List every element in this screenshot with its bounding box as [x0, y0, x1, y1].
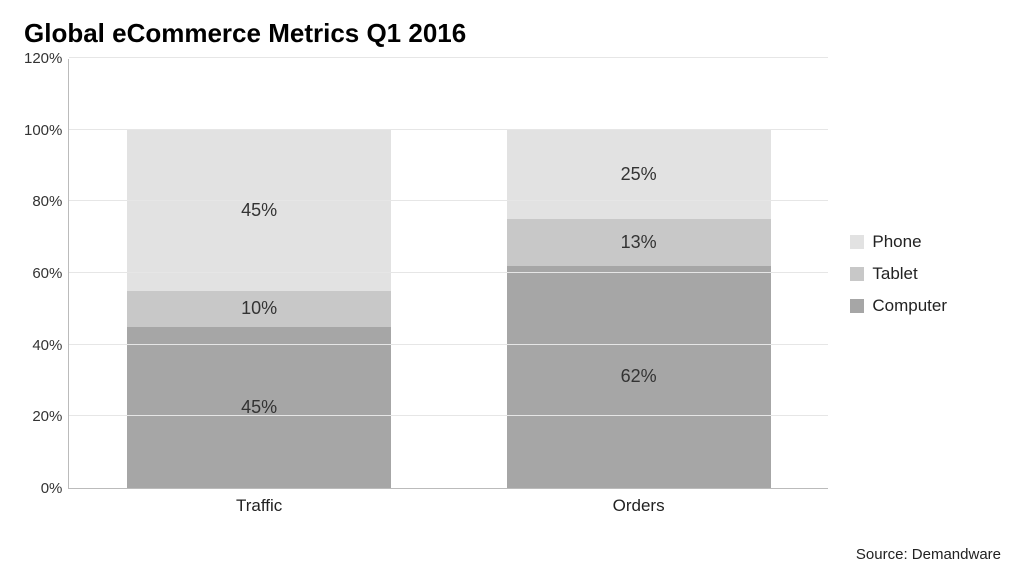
bar-segment-orders-computer: 62% [507, 266, 771, 488]
bar-segment-label: 10% [241, 298, 277, 319]
bar-traffic: 45% 10% 45% [127, 130, 391, 488]
bar-segment-label: 45% [241, 200, 277, 221]
bar-segment-traffic-phone: 45% [127, 130, 391, 291]
plot-area: 45%10%45%25%13%62% TrafficOrders [68, 59, 828, 489]
gridline [69, 200, 828, 201]
bar-segment-label: 13% [621, 232, 657, 253]
legend-item-computer: Computer [850, 296, 947, 316]
chart-body: 120%100%80%60%40%20%0% 45% 10% 45% 25% 13% 62… [24, 59, 1001, 489]
legend-item-tablet: Tablet [850, 264, 947, 284]
legend-swatch-computer [850, 299, 864, 313]
gridline [69, 57, 828, 58]
legend-label: Tablet [872, 264, 917, 284]
bar-segment-label: 62% [621, 366, 657, 387]
source-text: Source: Demandware [856, 546, 1001, 563]
legend-item-phone: Phone [850, 232, 947, 252]
gridline [69, 272, 828, 273]
bar-segment-orders-phone: 25% [507, 130, 771, 220]
gridline [69, 129, 828, 130]
y-axis: 120%100%80%60%40%20%0% [24, 59, 68, 489]
chart-container: Global eCommerce Metrics Q1 2016 120%100… [0, 0, 1025, 577]
bar-segment-label: 25% [621, 164, 657, 185]
x-label-traffic: Traffic [127, 496, 391, 516]
gridline [69, 344, 828, 345]
chart-title: Global eCommerce Metrics Q1 2016 [24, 18, 1001, 49]
legend-label: Computer [872, 296, 947, 316]
legend-swatch-phone [850, 235, 864, 249]
legend-swatch-tablet [850, 267, 864, 281]
bar-segment-traffic-tablet: 10% [127, 291, 391, 327]
gridline [69, 415, 828, 416]
x-axis-labels: Traffic Orders [69, 496, 828, 516]
bar-segment-orders-tablet: 13% [507, 219, 771, 266]
bar-orders: 25% 13% 62% [507, 130, 771, 488]
legend-label: Phone [872, 232, 921, 252]
bar-segment-traffic-computer: 45% [127, 327, 391, 488]
x-label-orders: Orders [507, 496, 771, 516]
legend: Phone Tablet Computer [828, 59, 947, 489]
bars-layer: 45% 10% 45% 25% 13% 62% [69, 59, 828, 488]
